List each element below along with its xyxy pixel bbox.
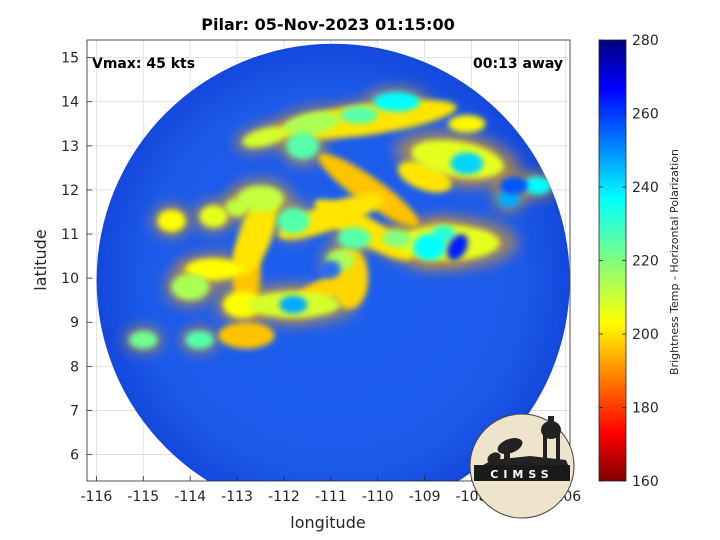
logo-text: CIMSS	[490, 468, 553, 481]
x-axis-label: longitude	[290, 513, 365, 532]
x-tick-label: -114	[174, 489, 206, 505]
convective-band	[222, 291, 261, 318]
colorbar-tick-label: 180	[632, 401, 659, 417]
convective-band	[284, 111, 340, 136]
convective-band	[129, 331, 158, 349]
y-tick-label: 15	[61, 51, 79, 67]
convective-band	[185, 258, 242, 281]
x-tick-label: -115	[127, 489, 159, 505]
convective-band	[225, 198, 249, 217]
convective-band	[317, 153, 419, 227]
colorbar: 160 180 200 220 240 260 280 Brightness Temp - …	[598, 33, 681, 490]
convective-band	[499, 176, 528, 195]
colorbar-gradient	[598, 39, 627, 482]
x-tick-label: -112	[268, 489, 300, 505]
y-tick-label: 14	[61, 95, 79, 111]
convective-band	[237, 185, 284, 212]
y-tick-label: 11	[61, 227, 79, 243]
convective-band	[199, 205, 228, 228]
microwave-swath	[96, 43, 570, 481]
y-tick-label: 9	[70, 315, 79, 331]
plot-area: -116-115-114-113-112-111-110-109-108-107…	[61, 39, 581, 519]
cimss-logo: CIMSS	[469, 413, 575, 519]
convective-band	[337, 227, 371, 250]
colorbar-tick-label: 260	[632, 107, 659, 123]
convective-band	[382, 229, 411, 248]
convective-band	[523, 176, 552, 195]
colorbar-tick-label: 160	[632, 474, 659, 490]
convective-band	[234, 192, 278, 276]
convective-band	[279, 295, 308, 314]
convective-band	[447, 234, 468, 261]
y-tick-label: 6	[70, 448, 79, 464]
y-tick-label: 8	[70, 359, 79, 375]
colorbar-label: Brightness Temp - Horizontal Polarizatio…	[668, 149, 681, 375]
y-tick-label: 13	[61, 139, 79, 155]
convective-band	[218, 322, 275, 349]
x-tick-label: -113	[221, 489, 253, 505]
convective-band	[448, 114, 486, 133]
colorbar-tick-label: 200	[632, 327, 659, 343]
x-tick-label: -109	[409, 489, 441, 505]
colorbar-ticks: 160 180 200 220 240 260 280	[599, 33, 659, 490]
storm-eye	[320, 260, 341, 279]
y-tick-label: 12	[61, 183, 79, 199]
colorbar-tick-label: 220	[632, 254, 659, 270]
chart-title: Pilar: 05-Nov-2023 01:15:00	[201, 15, 454, 34]
y-tick-label: 7	[70, 403, 79, 419]
convective-band	[286, 132, 320, 160]
x-tick-label: -110	[362, 489, 394, 505]
x-tick-label: -111	[315, 489, 347, 505]
y-axis-label: latitude	[31, 229, 50, 290]
plot-frame	[86, 39, 571, 482]
convective-band	[373, 92, 420, 112]
colorbar-tick-label: 280	[632, 33, 659, 49]
y-axis-ticks: 6 7 8 9 10 11 12 13 14 15	[61, 51, 92, 464]
convective-band	[497, 189, 521, 208]
time-away-annotation: 00:13 away	[473, 56, 563, 72]
convective-band	[450, 152, 484, 175]
vmax-annotation: Vmax: 45 kts	[92, 56, 195, 72]
convective-band	[412, 234, 446, 261]
convective-band	[242, 126, 288, 148]
colorbar-tick-label: 240	[632, 180, 659, 196]
convective-band	[340, 106, 378, 124]
convective-band	[185, 331, 214, 349]
y-tick-label: 10	[61, 271, 79, 287]
convective-band	[157, 209, 186, 232]
x-tick-label: -116	[80, 489, 112, 505]
convective-band	[171, 273, 209, 301]
convective-band	[276, 207, 310, 235]
